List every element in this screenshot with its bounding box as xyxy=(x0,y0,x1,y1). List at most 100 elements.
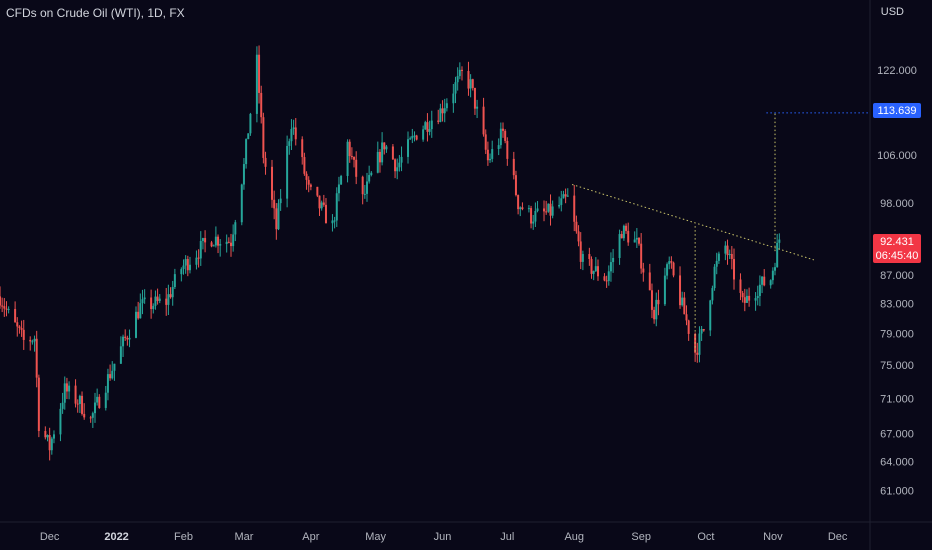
candle xyxy=(109,364,112,381)
candle-body xyxy=(199,240,202,259)
candle xyxy=(135,306,138,339)
candle xyxy=(255,46,258,123)
candle xyxy=(113,363,116,381)
candle xyxy=(482,97,485,137)
x-tick-label: Aug xyxy=(564,531,584,543)
y-tick-label: 98.000 xyxy=(880,198,914,210)
candle-body xyxy=(307,179,310,185)
candle-body xyxy=(318,195,321,209)
candle-body xyxy=(169,294,172,298)
x-tick-label: 2022 xyxy=(104,531,128,543)
candle-body xyxy=(370,172,373,176)
candle xyxy=(350,147,353,160)
candle-body xyxy=(484,134,487,150)
candle xyxy=(335,187,338,227)
candle-body xyxy=(7,308,10,310)
candle xyxy=(337,176,340,202)
candle xyxy=(428,120,431,136)
candle xyxy=(715,252,718,275)
candle xyxy=(566,188,569,197)
annotations-group[interactable] xyxy=(571,112,870,352)
candle xyxy=(607,265,610,286)
candle-body xyxy=(245,139,248,165)
candle-body xyxy=(579,241,582,262)
candle-body xyxy=(240,184,243,223)
candle xyxy=(730,246,733,270)
time-axis[interactable]: Dec 2022 Feb Mar Apr May Jun Jul Aug Sep Oct Nov Dec xyxy=(40,531,848,543)
candle xyxy=(93,392,96,423)
x-tick-label: May xyxy=(365,531,386,543)
candle xyxy=(590,256,593,279)
candle xyxy=(184,255,187,274)
y-tick-label: 106.000 xyxy=(877,150,917,162)
candle-body xyxy=(98,396,101,408)
candle xyxy=(577,225,580,247)
candle xyxy=(44,426,47,440)
candle-body xyxy=(320,202,323,209)
candle-body xyxy=(368,175,371,182)
price-axis[interactable]: 122.000 106.000 98.000 87.000 83.000 79.000 75… xyxy=(877,65,917,498)
candle xyxy=(717,251,720,264)
candle xyxy=(156,288,159,305)
candle xyxy=(324,198,327,224)
candle xyxy=(249,112,252,136)
candle xyxy=(445,98,448,112)
candle xyxy=(536,201,539,213)
candle-body xyxy=(22,329,25,340)
y-tick-label: 61.000 xyxy=(880,486,914,498)
candle-body xyxy=(271,166,274,200)
candle-body xyxy=(635,237,638,240)
candle xyxy=(76,399,79,413)
candle-body xyxy=(3,306,6,309)
candle xyxy=(59,403,62,442)
candle xyxy=(262,112,265,164)
candle-body xyxy=(467,70,470,89)
candle xyxy=(106,368,109,401)
candle xyxy=(769,279,772,289)
candle-body xyxy=(83,413,86,418)
candle xyxy=(502,122,505,138)
candle-body xyxy=(713,266,716,289)
candle-body xyxy=(122,336,125,347)
candle xyxy=(225,234,228,253)
candle-body xyxy=(165,298,168,305)
candle-body xyxy=(264,157,267,167)
candle xyxy=(625,223,628,234)
candle-body xyxy=(305,173,308,180)
candle xyxy=(391,144,394,160)
candle xyxy=(642,262,645,282)
candle xyxy=(627,222,630,246)
candle xyxy=(167,284,170,316)
candle-body xyxy=(119,346,122,364)
candle xyxy=(504,129,507,144)
candle xyxy=(18,325,21,334)
candle xyxy=(119,336,122,364)
candle-body xyxy=(409,138,412,140)
candle xyxy=(709,299,712,337)
x-tick-label: Dec xyxy=(40,531,60,543)
candle-body xyxy=(638,237,641,244)
candle xyxy=(290,119,293,151)
candle xyxy=(301,136,304,165)
candle-body xyxy=(324,204,327,224)
candle-body xyxy=(258,54,261,93)
x-tick-label: Dec xyxy=(828,531,848,543)
candle xyxy=(0,286,1,309)
candle-body xyxy=(173,274,176,287)
candle xyxy=(128,329,131,348)
candle-body xyxy=(227,241,230,243)
candle xyxy=(381,132,384,166)
candle-body xyxy=(355,159,358,177)
candle-body xyxy=(743,297,746,303)
candle-body xyxy=(756,296,759,299)
candle-body xyxy=(143,297,146,300)
candle-body xyxy=(696,352,699,355)
candle-body xyxy=(225,241,228,245)
candle-body xyxy=(331,220,334,224)
candle-body xyxy=(504,130,507,141)
candle xyxy=(743,288,746,312)
candle xyxy=(348,139,351,163)
candle xyxy=(398,155,401,172)
candle-body xyxy=(365,181,368,194)
